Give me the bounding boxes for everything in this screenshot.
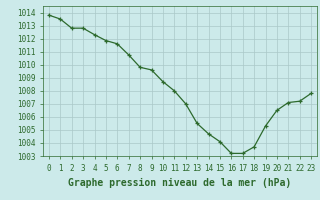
X-axis label: Graphe pression niveau de la mer (hPa): Graphe pression niveau de la mer (hPa) [68, 178, 292, 188]
